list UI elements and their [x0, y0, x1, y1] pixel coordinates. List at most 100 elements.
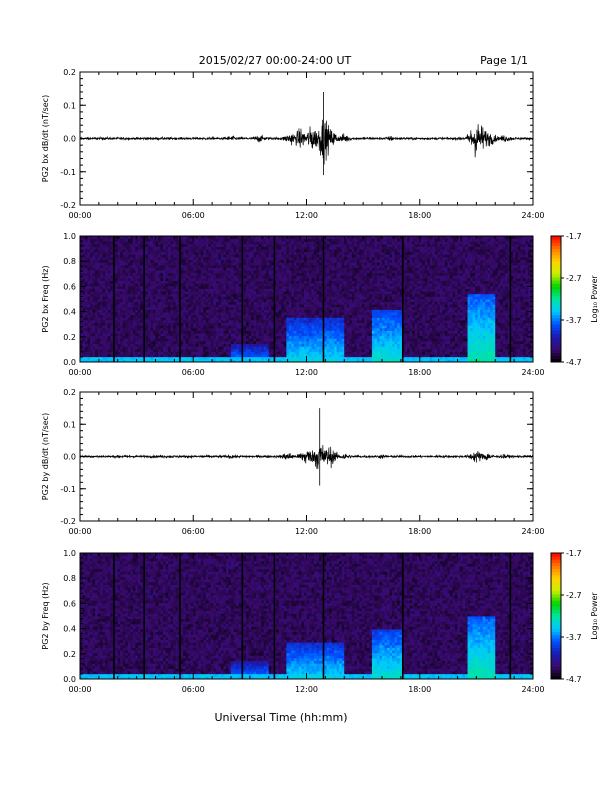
spectrogram-cell [152, 275, 156, 279]
spectrogram-cell [283, 359, 287, 363]
spectrogram-cell [331, 296, 335, 300]
spectrogram-cell [251, 351, 255, 355]
spectrogram-cell [158, 304, 161, 308]
spectrogram-cell [185, 314, 189, 318]
spectrogram-cell [80, 304, 83, 308]
spectrogram-cell [236, 267, 239, 271]
spectrogram-cell [334, 338, 338, 342]
spectrogram-cell [256, 330, 260, 334]
spectrogram-cell [115, 338, 119, 342]
spectrogram-cell [276, 351, 280, 355]
spectrogram-cell [268, 351, 272, 355]
spectrogram-cell [268, 356, 272, 360]
spectrogram-cell [286, 296, 290, 300]
spectrogram-cell [195, 306, 199, 310]
spectrogram-cell [258, 346, 262, 350]
spectrogram-cell [261, 309, 265, 313]
spectrogram-cell [107, 343, 111, 347]
spectrogram-cell [236, 257, 239, 261]
spectrogram-cell [130, 238, 134, 242]
spectrogram-cell [236, 346, 239, 350]
spectrogram-cell [122, 259, 126, 263]
spectrogram-cell [210, 351, 214, 355]
spectrogram-cell [80, 272, 83, 276]
spectrogram-cell [82, 249, 86, 253]
spectrogram-cell [180, 246, 184, 250]
spectrogram-cell [95, 322, 99, 326]
spectrogram-cell [238, 304, 242, 308]
panel-1-axes: 00:00 06:00 12:00 18:00 24:00-0.2-0.10.00.10… [41, 68, 545, 220]
spectrogram-cell [314, 359, 317, 363]
spectrogram-cell [117, 270, 121, 274]
spectrogram-cell [205, 299, 209, 303]
spectrogram-cell [163, 264, 166, 268]
spectrogram-cell [231, 278, 234, 282]
spectrogram-cell [296, 254, 300, 258]
spectrogram-cell [306, 264, 310, 268]
spectrogram-cell [278, 278, 282, 282]
spectrogram-cell [160, 249, 164, 253]
spectrogram-cell [233, 346, 237, 350]
spectrogram-cell [324, 246, 328, 250]
spectrogram-cell [301, 320, 305, 324]
spectrogram-cell [188, 320, 192, 324]
spectrogram-cell [85, 333, 88, 337]
spectrogram-cell [117, 354, 121, 358]
spectrogram-cell [271, 304, 275, 308]
spectrogram-cell [286, 346, 290, 350]
spectrogram-cell [105, 306, 109, 310]
spectrogram-cell [198, 264, 202, 268]
spectrogram-cell [278, 343, 282, 347]
spectrogram-cell [85, 317, 88, 321]
spectrogram-cell [228, 354, 232, 358]
spectrogram-cell [220, 246, 224, 250]
spectrogram-cell [225, 327, 229, 331]
spectrogram-cell [268, 320, 272, 324]
spectrogram-cell [102, 283, 106, 287]
spectrogram-cell [205, 257, 209, 261]
spectrogram-cell [175, 343, 179, 347]
spectrogram-cell [85, 354, 88, 358]
spectrogram-cell [193, 246, 197, 250]
spectrogram-cell [291, 243, 295, 247]
spectrogram-cell [127, 320, 131, 324]
spectrogram-cell [158, 309, 161, 313]
spectrogram-cell [185, 278, 189, 282]
spectrogram-cell [195, 327, 199, 331]
spectrogram-cell [248, 312, 252, 316]
spectrogram-cell [135, 346, 139, 350]
spectrogram-cell [314, 341, 317, 345]
spectrogram-cell [155, 251, 159, 255]
spectrogram-cell [309, 246, 312, 250]
spectrogram-cell [200, 356, 204, 360]
spectrogram-cell [238, 241, 242, 245]
spectrogram-cell [190, 285, 194, 289]
spectrogram-cell [303, 359, 307, 363]
spectrogram-cell [261, 293, 265, 297]
spectrogram-cell [163, 270, 166, 274]
spectrogram-cell [283, 325, 287, 329]
spectrogram-cell [238, 238, 242, 242]
spectrogram-cell [291, 338, 295, 342]
spectrogram-cell [188, 330, 192, 334]
spectrogram-cell [301, 341, 305, 345]
spectrogram-cell [220, 257, 224, 261]
spectrogram-cell [278, 264, 282, 268]
spectrogram-cell [213, 314, 217, 318]
spectrogram-cell [170, 259, 174, 263]
spectrogram-cell [193, 257, 197, 261]
spectrogram-cell [158, 296, 161, 300]
spectrogram-cell [309, 354, 312, 358]
spectrogram-cell [150, 264, 154, 268]
spectrogram-cell [193, 270, 197, 274]
spectrogram-cell [135, 322, 139, 326]
spectrogram-cell [115, 246, 119, 250]
spectrogram-cell [193, 348, 197, 352]
spectrogram-cell [220, 348, 224, 352]
spectrogram-cell [273, 249, 277, 253]
spectrogram-cell [152, 338, 156, 342]
spectrogram-cell [150, 285, 154, 289]
spectrogram-cell [233, 320, 237, 324]
spectrogram-cell [225, 317, 229, 321]
spectrogram-cell [107, 338, 111, 342]
